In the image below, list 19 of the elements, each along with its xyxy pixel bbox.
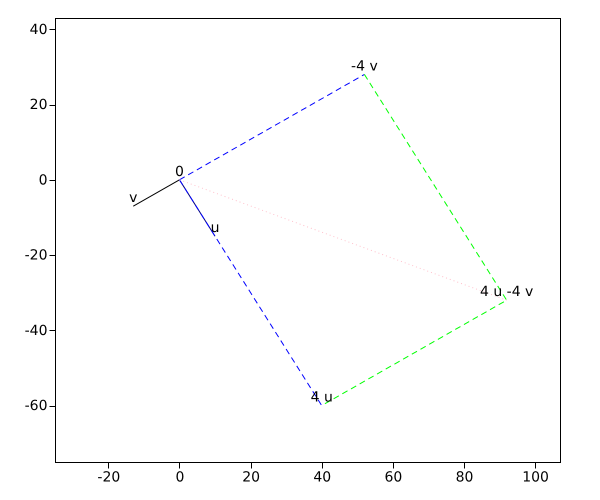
annotation: -4 v [351,58,378,74]
x-tick-label: 0 [176,470,184,486]
annotation: 0 [175,164,184,180]
y-tick-label: 0 [38,172,48,188]
y-tick-label: 20 [30,97,48,114]
annotation: 4 u [310,390,333,406]
annotation: v [129,190,138,206]
x-tick-label: 100 [522,470,549,486]
y-tick-label: -60 [24,398,48,414]
annotation: u [210,220,220,236]
annotation: 4 u -4 v [480,284,534,300]
y-tick-label: -40 [24,322,48,339]
x-tick-label: 20 [242,470,260,486]
x-tick-label: 80 [456,470,474,486]
y-tick-label: 40 [30,22,48,38]
x-tick-label: 40 [313,470,332,486]
x-tick-label: 60 [384,470,402,486]
x-tick-label: -20 [97,470,120,486]
y-tick-label: -20 [24,248,48,264]
